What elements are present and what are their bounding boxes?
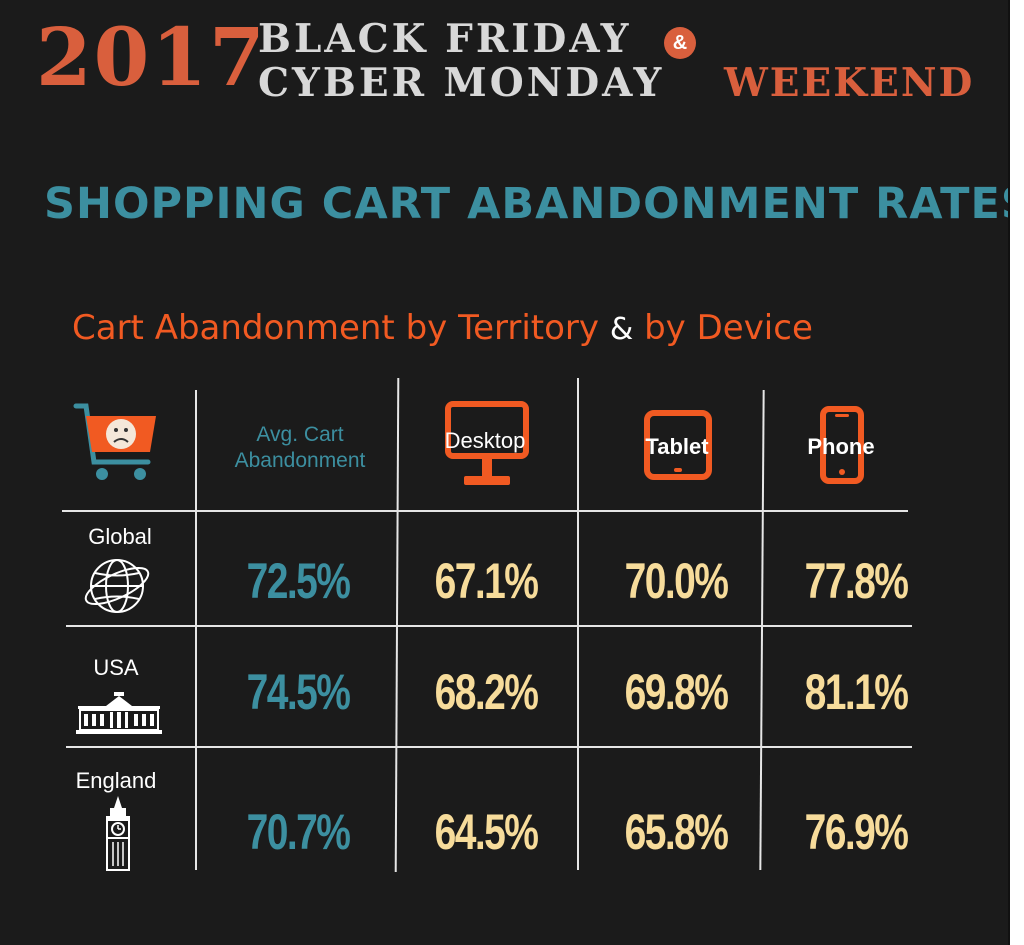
phone-icon <box>820 406 864 484</box>
cell-usa-desktop: 68.2% <box>434 664 539 720</box>
cell-england-desktop: 64.5% <box>434 804 539 860</box>
sub-title-device: by Device <box>644 308 813 348</box>
grid-hline-1 <box>62 510 908 512</box>
cell-england-phone: 76.9% <box>804 804 909 860</box>
grid-hline-2 <box>66 625 912 627</box>
row-label-global: Global <box>88 524 152 549</box>
sub-title-ampersand: & <box>609 312 634 347</box>
header-cyber-monday: CYBER MONDAY <box>258 60 665 106</box>
grid-vline-1 <box>195 390 197 870</box>
header-year: 2017 <box>36 10 267 104</box>
cell-global-tablet: 70.0% <box>624 553 729 609</box>
sub-title: Cart Abandonment by Territory & by Devic… <box>72 306 813 352</box>
cell-global-avg: 72.5% <box>246 553 351 609</box>
cell-england-tablet: 65.8% <box>624 804 729 860</box>
cell-england-avg: 70.7% <box>246 804 351 860</box>
big-ben-icon <box>106 796 130 871</box>
grid-vline-4 <box>759 389 765 871</box>
grid-hline-3 <box>66 746 912 748</box>
grid-vline-3 <box>577 378 579 870</box>
header-weekend: WEEKEND <box>724 60 975 106</box>
white-house-icon <box>76 692 162 734</box>
phone-column-header: Phone <box>807 434 875 459</box>
cell-global-phone: 77.8% <box>804 553 909 609</box>
row-label-usa: USA <box>93 655 139 680</box>
cell-usa-tablet: 69.8% <box>624 664 729 720</box>
cell-global-desktop: 67.1% <box>434 553 539 609</box>
cell-usa-phone: 81.1% <box>804 664 909 720</box>
tablet-icon <box>644 410 712 480</box>
tablet-column-header: Tablet <box>645 434 709 459</box>
globe-icon <box>84 559 150 613</box>
header-ampersand-badge: & <box>664 27 696 59</box>
header-black-friday: BLACK FRIDAY <box>258 16 632 62</box>
cell-usa-avg: 74.5% <box>246 664 351 720</box>
avg-header-line-1: Avg. Cart <box>256 423 344 446</box>
avg-cart-abandonment-header: Avg. Cart Abandonment <box>205 422 395 474</box>
desktop-column-header: Desktop <box>444 428 526 453</box>
main-title: SHOPPING CART ABANDONMENT RATES <box>44 179 1010 229</box>
sad-shopping-cart-icon <box>73 403 156 480</box>
row-label-england: England <box>75 768 157 793</box>
desktop-monitor-icon <box>445 401 529 485</box>
sub-title-territory: Cart Abandonment by Territory <box>72 308 600 348</box>
avg-header-line-2: Abandonment <box>234 449 366 472</box>
